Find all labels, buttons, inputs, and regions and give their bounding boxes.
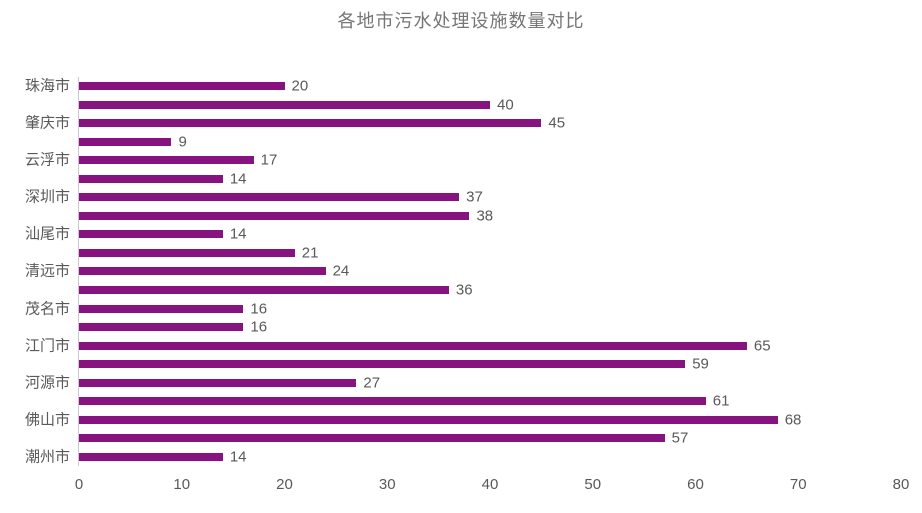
bar bbox=[79, 286, 449, 294]
data-label: 45 bbox=[548, 114, 566, 132]
category-label: 肇庆市 bbox=[24, 114, 70, 132]
data-label: 40 bbox=[497, 96, 514, 114]
x-axis-tick-label: 20 bbox=[276, 476, 293, 493]
bar-row: 珠海市 20 bbox=[25, 77, 901, 96]
x-axis-tick-label: 50 bbox=[584, 476, 602, 493]
bar bbox=[79, 82, 285, 91]
bar bbox=[79, 397, 706, 406]
data-label: 16 bbox=[250, 300, 268, 318]
data-label: 20 bbox=[291, 77, 309, 95]
data-label: 14 bbox=[229, 170, 247, 188]
data-label: 65 bbox=[753, 337, 771, 355]
data-label: 17 bbox=[260, 151, 278, 169]
data-label: 27 bbox=[363, 374, 381, 392]
category-label: 河源市 bbox=[24, 374, 70, 392]
bar bbox=[79, 174, 223, 183]
plot-area: 珠海市 20 40 肇庆市 45 9 云浮市 17 14 深圳市 37 38 汕尾市 14 21 清远市 24 3… bbox=[25, 77, 909, 492]
bar bbox=[79, 341, 747, 350]
bar bbox=[79, 193, 460, 202]
x-axis-tick-label: 10 bbox=[173, 476, 191, 493]
data-label: 14 bbox=[229, 225, 247, 243]
bar-row: 61 bbox=[79, 392, 901, 411]
data-label: 61 bbox=[712, 392, 730, 410]
bar-row: 59 bbox=[79, 355, 901, 374]
bar bbox=[79, 248, 295, 257]
category-label: 清远市 bbox=[24, 262, 70, 280]
bar bbox=[79, 415, 778, 424]
bar bbox=[79, 434, 665, 443]
bar bbox=[79, 119, 542, 128]
bar-row: 佛山市 68 bbox=[25, 410, 901, 429]
data-label: 59 bbox=[692, 355, 709, 373]
bar-row: 14 bbox=[79, 170, 901, 189]
bar-row: 云浮市 17 bbox=[25, 151, 901, 170]
category-label: 珠海市 bbox=[24, 77, 70, 95]
bar-row: 茂名市 16 bbox=[25, 299, 901, 318]
x-axis-tick-label: 0 bbox=[74, 476, 84, 493]
category-label: 潮州市 bbox=[24, 448, 70, 466]
data-label: 9 bbox=[178, 133, 187, 151]
bar-row: 57 bbox=[79, 429, 901, 448]
bar-row: 36 bbox=[79, 281, 901, 300]
bar-row: 肇庆市 45 bbox=[25, 114, 901, 133]
category-label: 汕尾市 bbox=[24, 225, 70, 243]
bar bbox=[79, 304, 244, 313]
bar bbox=[79, 323, 244, 332]
bar-row: 9 bbox=[79, 133, 901, 152]
category-label: 佛山市 bbox=[24, 411, 70, 429]
category-label: 江门市 bbox=[24, 337, 70, 355]
data-label: 16 bbox=[250, 318, 268, 336]
bar-row: 21 bbox=[79, 244, 901, 263]
bar-row: 38 bbox=[79, 207, 901, 226]
category-label: 茂名市 bbox=[24, 300, 70, 318]
bar-row: 汕尾市 14 bbox=[25, 225, 901, 244]
bar bbox=[79, 452, 223, 461]
bar bbox=[79, 378, 357, 387]
data-label: 36 bbox=[455, 281, 473, 299]
data-label: 21 bbox=[301, 244, 319, 262]
bar bbox=[79, 156, 254, 165]
bar bbox=[79, 360, 686, 369]
x-axis-tick-label: 80 bbox=[892, 476, 910, 493]
bar-row: 江门市 65 bbox=[25, 336, 901, 355]
chart-title: 各地市污水处理设施数量对比 bbox=[337, 11, 585, 31]
data-label: 37 bbox=[466, 188, 483, 206]
x-axis-tick-label: 60 bbox=[687, 476, 704, 493]
data-label: 57 bbox=[671, 429, 689, 447]
bar bbox=[79, 267, 326, 276]
bar bbox=[79, 230, 223, 239]
data-label: 24 bbox=[332, 262, 350, 280]
x-axis-tick-label: 30 bbox=[378, 476, 396, 493]
data-label: 38 bbox=[476, 207, 494, 225]
bar-row: 清远市 24 bbox=[25, 262, 901, 281]
bar-row: 40 bbox=[79, 96, 901, 115]
data-label: 14 bbox=[229, 448, 247, 466]
y-axis-line bbox=[78, 77, 79, 466]
bar bbox=[79, 137, 172, 146]
bar bbox=[79, 100, 490, 109]
category-label: 深圳市 bbox=[24, 188, 70, 206]
bar-row: 河源市 27 bbox=[25, 373, 901, 392]
bar bbox=[79, 211, 470, 220]
bar-row: 16 bbox=[79, 318, 901, 337]
bar-row: 潮州市 14 bbox=[25, 447, 901, 466]
x-axis-tick-label: 70 bbox=[789, 476, 807, 493]
data-label: 68 bbox=[784, 411, 802, 429]
x-axis-tick-label: 40 bbox=[481, 476, 499, 493]
category-label: 云浮市 bbox=[24, 151, 70, 169]
bar-row: 深圳市 37 bbox=[25, 188, 901, 207]
